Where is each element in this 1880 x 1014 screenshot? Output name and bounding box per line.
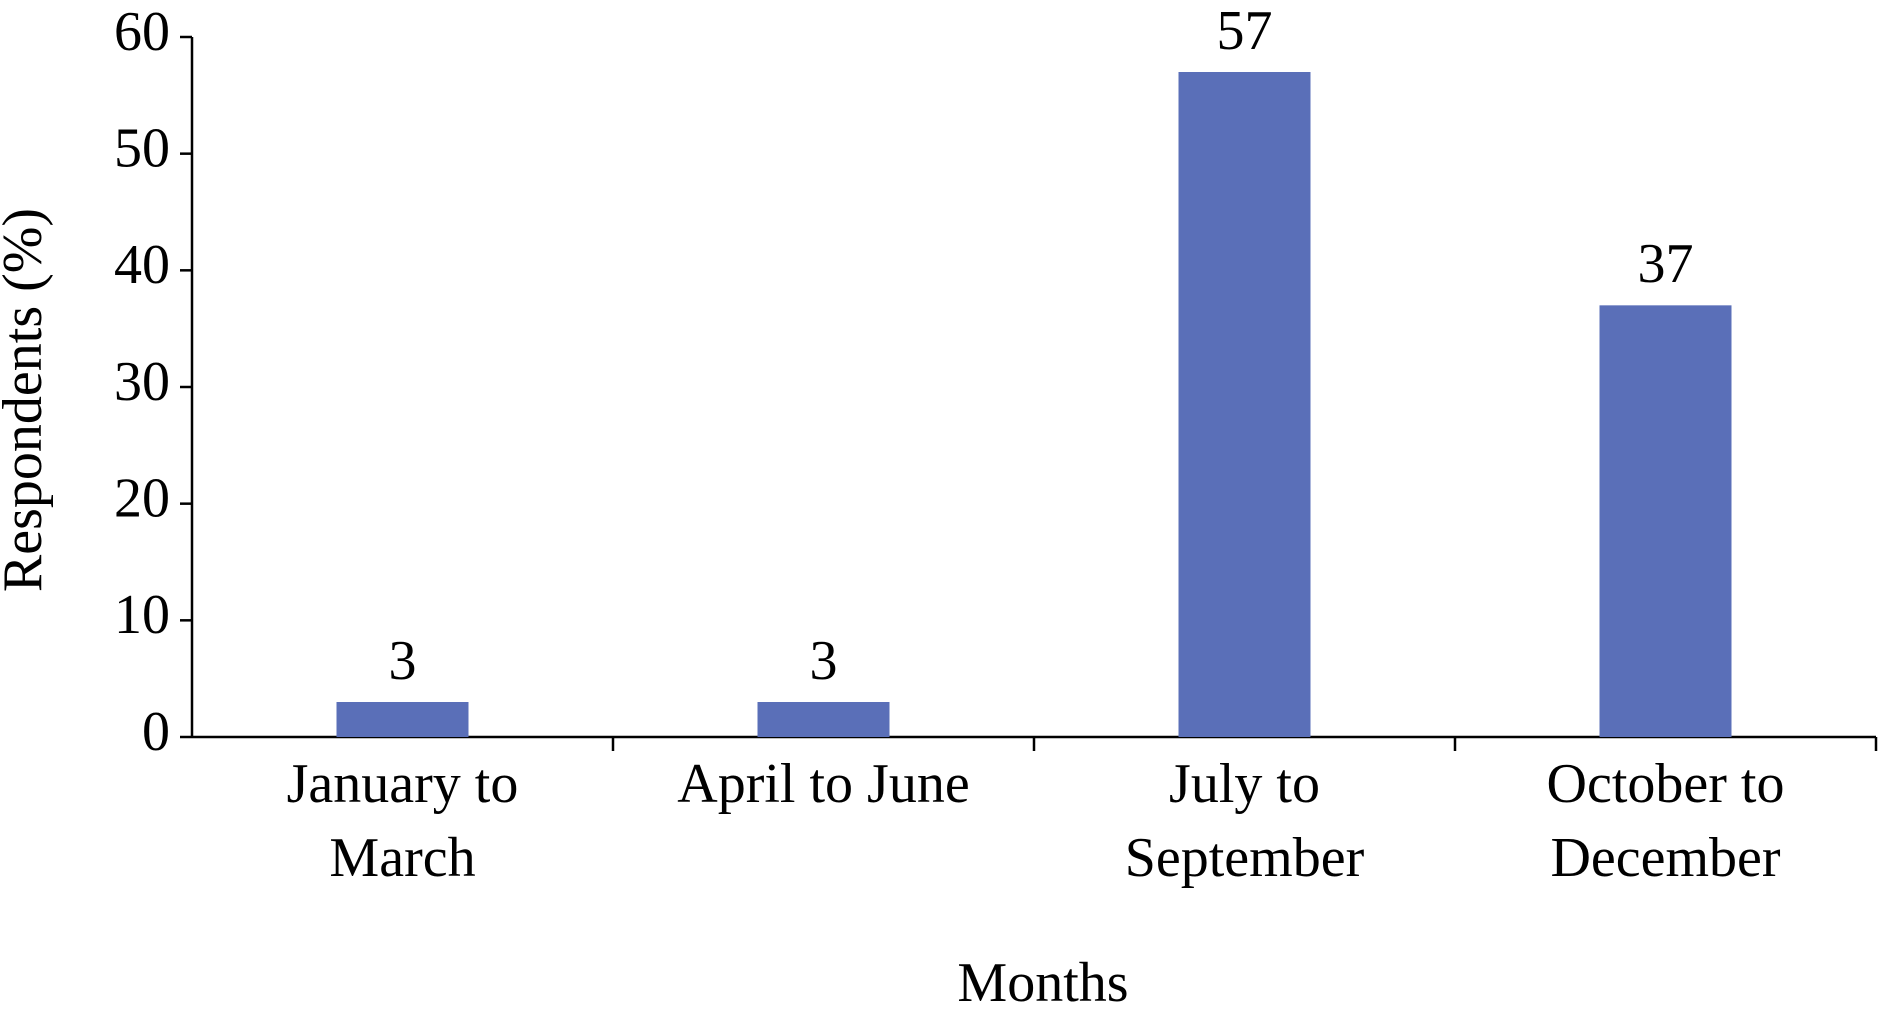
x-tick-label: January to March [286, 753, 519, 889]
y-axis-label: Respondents (%) [0, 208, 54, 592]
x-axis-label: Months [957, 952, 1128, 1014]
y-tick-label: 0 [142, 701, 170, 763]
bar [1599, 305, 1732, 737]
bar [1178, 72, 1311, 737]
y-tick-label: 20 [114, 468, 170, 530]
value-label: 57 [1217, 0, 1273, 62]
x-tick-label: October to December [1546, 753, 1785, 889]
y-tick-label: 50 [114, 118, 170, 180]
bar [336, 702, 469, 737]
y-tick-label: 10 [114, 584, 170, 646]
value-label: 37 [1638, 233, 1694, 295]
x-tick-label: April to June [677, 753, 970, 815]
bar [757, 702, 890, 737]
y-tick-label: 30 [114, 351, 170, 413]
value-label: 3 [389, 630, 417, 692]
y-tick-label: 40 [114, 234, 170, 296]
value-label: 3 [810, 630, 838, 692]
y-tick-label: 60 [114, 1, 170, 63]
x-tick-label: July to September [1124, 753, 1365, 889]
